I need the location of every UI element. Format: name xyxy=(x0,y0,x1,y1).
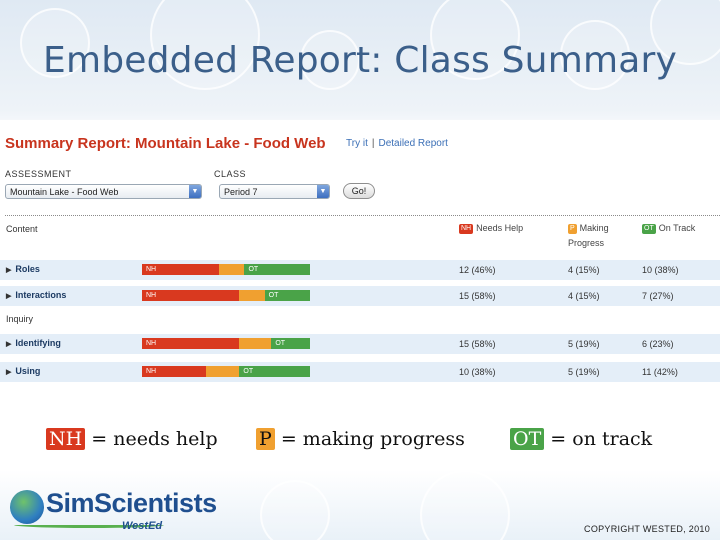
class-label: CLASS xyxy=(214,169,247,179)
assessment-value: Mountain Lake - Food Web xyxy=(10,187,119,197)
simscientists-logo: SimScientists WestEd xyxy=(10,488,217,534)
decorative-bubble xyxy=(420,470,510,540)
progress-bar: NH OT xyxy=(142,290,310,301)
expand-triangle-icon: ▶ xyxy=(6,267,12,274)
on-track-segment: OT xyxy=(239,366,310,377)
divider xyxy=(5,215,720,216)
row-label: ▶ Identifying xyxy=(6,338,61,348)
embedded-report: Summary Report: Mountain Lake - Food Web… xyxy=(0,120,720,388)
making-progress-segment xyxy=(205,366,240,377)
section-label: Inquiry xyxy=(6,314,34,324)
table-header: Content NH Needs Help P Making Progress OT… xyxy=(0,218,720,258)
making-progress-key: P xyxy=(256,428,275,450)
row-label: ▶ Roles xyxy=(6,264,40,274)
making-progress-column-header: P Making Progress xyxy=(568,221,634,251)
expand-triangle-icon: ▶ xyxy=(6,369,12,376)
link-separator: | xyxy=(371,138,375,149)
progress-bar: NH OT xyxy=(142,264,310,275)
select-arrow-icon: ▼ xyxy=(189,185,201,198)
decorative-bubble xyxy=(150,0,260,90)
needs-help-key: NH xyxy=(46,428,86,450)
report-links: Try it | Detailed Report xyxy=(346,138,448,149)
making-progress-label: Making Progress xyxy=(568,223,609,248)
table-row[interactable]: ▶ Roles NH OT 12 (46%) 4 (15%) 10 (38%) xyxy=(0,260,720,280)
on-track-segment: OT xyxy=(271,338,310,349)
needs-help-cell: 15 (58%) xyxy=(459,339,496,349)
copyright-text: COPYRIGHT WESTED, 2010 xyxy=(584,524,710,534)
on-track-segment: OT xyxy=(244,264,310,275)
progress-bar: NH OT xyxy=(142,366,310,377)
decorative-bubble xyxy=(300,30,360,90)
on-track-text: = on track xyxy=(550,428,653,450)
needs-help-text: = needs help xyxy=(91,428,218,450)
globe-icon xyxy=(10,490,44,524)
making-progress-cell: 4 (15%) xyxy=(568,265,600,275)
expand-triangle-icon: ▶ xyxy=(6,293,12,300)
needs-help-segment: NH xyxy=(142,366,206,377)
needs-help-chip: NH xyxy=(459,224,474,234)
go-button[interactable]: Go! xyxy=(343,183,375,199)
row-label-text: Using xyxy=(15,366,41,376)
making-progress-segment xyxy=(239,290,265,301)
assessment-select[interactable]: Mountain Lake - Food Web ▼ xyxy=(5,184,202,199)
row-label: ▶ Interactions xyxy=(6,290,66,300)
making-progress-cell: 5 (19%) xyxy=(568,339,600,349)
on-track-key: OT xyxy=(510,428,545,450)
on-track-cell: 7 (27%) xyxy=(642,291,674,301)
row-label-text: Interactions xyxy=(15,290,67,300)
expand-triangle-icon: ▶ xyxy=(6,341,12,348)
slide-title: Embedded Report: Class Summary xyxy=(43,40,677,81)
table-row[interactable]: ▶ Interactions NH OT 15 (58%) 4 (15%) 7 (2… xyxy=(0,286,720,306)
row-label-text: Roles xyxy=(15,264,40,274)
making-progress-segment xyxy=(239,338,272,349)
legend-needs-help: NH = needs help xyxy=(46,428,218,450)
making-progress-segment xyxy=(219,264,245,275)
on-track-cell: 10 (38%) xyxy=(642,265,679,275)
class-value: Period 7 xyxy=(224,187,258,197)
decorative-bubble xyxy=(650,0,720,65)
on-track-label: On Track xyxy=(658,223,696,233)
on-track-cell: 11 (42%) xyxy=(642,367,678,377)
needs-help-label: Needs Help xyxy=(476,223,524,233)
needs-help-cell: 12 (46%) xyxy=(459,265,496,275)
on-track-column-header: OT On Track xyxy=(642,221,695,236)
decorative-bubble xyxy=(560,20,630,90)
on-track-chip: OT xyxy=(642,224,656,234)
content-column-header: Content xyxy=(6,224,38,234)
select-arrow-icon: ▼ xyxy=(317,185,329,198)
making-progress-text: = making progress xyxy=(280,428,465,450)
class-select[interactable]: Period 7 ▼ xyxy=(219,184,330,199)
making-progress-cell: 5 (19%) xyxy=(568,367,600,377)
legend-making-progress: P = making progress xyxy=(256,428,465,450)
table-row[interactable]: ▶ Using NH OT 10 (38%) 5 (19%) 11 (42%) xyxy=(0,362,720,382)
needs-help-segment: NH xyxy=(142,290,240,301)
section-row: Inquiry xyxy=(0,310,720,330)
needs-help-cell: 15 (58%) xyxy=(459,291,496,301)
row-label: ▶ Using xyxy=(6,366,40,376)
row-label-text: Identifying xyxy=(15,338,61,348)
logo-wested: WestEd xyxy=(122,520,163,532)
legend-on-track: OT = on track xyxy=(510,428,652,450)
try-it-link[interactable]: Try it xyxy=(346,138,368,149)
on-track-segment: OT xyxy=(264,290,310,301)
report-title: Summary Report: Mountain Lake - Food Web xyxy=(5,135,326,152)
decorative-bubble xyxy=(20,8,90,78)
detailed-report-link[interactable]: Detailed Report xyxy=(378,138,448,149)
decorative-bubble xyxy=(430,0,520,80)
table-row[interactable]: ▶ Identifying NH OT 15 (58%) 5 (19%) 6 (23… xyxy=(0,334,720,354)
needs-help-column-header: NH Needs Help xyxy=(459,221,523,236)
logo-text: SimScientists xyxy=(46,488,217,518)
making-progress-cell: 4 (15%) xyxy=(568,291,600,301)
making-progress-chip: P xyxy=(568,224,577,234)
progress-bar: NH OT xyxy=(142,338,310,349)
needs-help-segment: NH xyxy=(142,338,240,349)
logo-swoosh xyxy=(14,522,164,528)
needs-help-cell: 10 (38%) xyxy=(459,367,496,377)
decorative-bubble xyxy=(260,480,330,540)
assessment-label: ASSESSMENT xyxy=(5,169,72,179)
needs-help-segment: NH xyxy=(142,264,220,275)
on-track-cell: 6 (23%) xyxy=(642,339,674,349)
